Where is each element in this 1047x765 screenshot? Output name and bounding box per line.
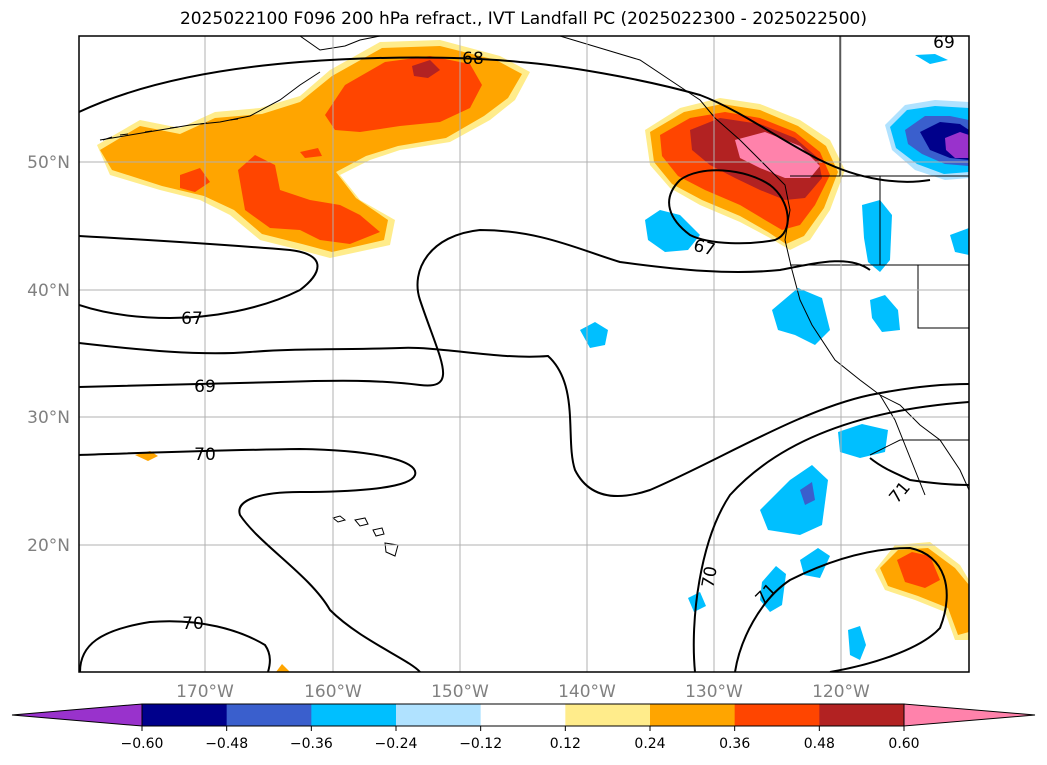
- lon-label: 130°W: [685, 682, 743, 702]
- pos-region-mexico-red: [897, 552, 940, 588]
- hawaii-islands: [331, 515, 399, 557]
- pos-region-pacific-firebrick: [412, 60, 440, 78]
- colorbar-ticks: −0.60 −0.48 −0.36 −0.24 −0.12 0.12 0.24 0.36 0.4…: [121, 726, 920, 752]
- colorbar-tick-label: 0.60: [888, 736, 919, 752]
- contours: [79, 56, 969, 672]
- colorbar-frame: [141, 703, 905, 727]
- lon-label: 170°W: [176, 682, 234, 702]
- colorbar-segment: [734, 704, 820, 726]
- colorbar-segment: [396, 704, 482, 726]
- neg-region-7: [760, 465, 828, 535]
- contour-label: 69: [933, 33, 955, 53]
- contour-label: 68: [462, 49, 484, 69]
- neg-region-4: [870, 295, 900, 332]
- lat-label: 40°N: [27, 281, 70, 301]
- contour-69: [79, 342, 969, 497]
- neg-region-1: [645, 210, 700, 252]
- contour-70: [79, 228, 871, 388]
- neg-region-13: [950, 228, 969, 255]
- contour-67-east: [668, 169, 789, 245]
- colorbar-tick-label: 0.36: [719, 736, 750, 752]
- colorbar-tick-label: −0.36: [290, 736, 333, 752]
- lon-labels: 170°W 160°W 150°W 140°W 130°W 120°W: [176, 682, 870, 702]
- contour-label: 69: [194, 377, 216, 397]
- contour-71: [734, 546, 948, 672]
- contour-label: 70: [698, 565, 721, 590]
- lat-label: 50°N: [27, 153, 70, 173]
- pos-region-pacific-red-4: [300, 148, 322, 158]
- lon-label: 120°W: [812, 682, 870, 702]
- aleutian-islands: [102, 118, 239, 141]
- lat-label: 20°N: [27, 536, 70, 556]
- colorbar-segment: [311, 704, 397, 726]
- lon-label: 160°W: [304, 682, 362, 702]
- neg-region-12: [915, 54, 948, 64]
- colorbar-segment: [819, 704, 905, 726]
- neg-region-ne-purple: [945, 132, 969, 158]
- colorbar-segment: [650, 704, 736, 726]
- colorbar-segment: [480, 704, 566, 726]
- coast-alaska-penin: [99, 71, 321, 141]
- contour-label: 71: [886, 478, 915, 507]
- colorbar-tick-label: −0.12: [459, 736, 502, 752]
- lon-label: 140°W: [558, 682, 616, 702]
- neg-region-5: [580, 322, 608, 348]
- contour-71-upper: [869, 457, 969, 486]
- pos-region-pacific-red-3: [180, 168, 210, 192]
- colorbar-tick-label: −0.48: [205, 736, 248, 752]
- neg-region-6: [838, 424, 888, 458]
- pos-region-pnw-pink: [735, 132, 820, 178]
- contour-label: 67: [691, 236, 717, 261]
- colorbar-extend-high: [903, 703, 1036, 727]
- pos-region-pacific-red-2: [238, 155, 380, 244]
- lat-label: 30°N: [27, 408, 70, 428]
- neg-region-9: [800, 548, 830, 578]
- colorbar-tick-label: −0.24: [375, 736, 418, 752]
- colorbar-segment: [142, 704, 228, 726]
- contour-70-east: [692, 401, 969, 672]
- colorbar-segment: [226, 704, 312, 726]
- coast-baja: [879, 394, 926, 496]
- boundary-us-mexico: [869, 439, 969, 456]
- neg-region-10: [848, 626, 866, 660]
- colorbar-tick-label: 0.48: [804, 736, 835, 752]
- contour-label: 67: [181, 309, 203, 329]
- neg-region-royal-small: [800, 482, 815, 505]
- colorbar-extend-low: [11, 703, 143, 727]
- contour-label: 70: [194, 445, 216, 465]
- boundary-states: [790, 36, 969, 329]
- neg-region-2: [862, 200, 892, 272]
- contour-67-west: [79, 235, 319, 320]
- colorbar-segments: [11, 703, 1036, 727]
- contour-70-loop: [79, 447, 421, 672]
- neg-region-3: [772, 288, 830, 345]
- colorbar-segment: [565, 704, 651, 726]
- colorbar-tick-label: 0.24: [634, 736, 665, 752]
- lat-labels: 50°N 40°N 30°N 20°N: [27, 153, 70, 556]
- colorbar-tick-label: −0.60: [121, 736, 164, 752]
- pos-region-pacific-red-1: [325, 56, 482, 132]
- map-frame: [78, 35, 970, 673]
- contour-70-lower: [79, 620, 271, 672]
- colorbar: −0.60 −0.48 −0.36 −0.24 −0.12 0.12 0.24 0.36 0.4…: [11, 703, 1036, 752]
- map-title: 2025022100 F096 200 hPa refract., IVT La…: [179, 9, 867, 29]
- pos-spot-2: [276, 664, 290, 672]
- contour-label: 70: [182, 614, 204, 634]
- lon-label: 150°W: [431, 682, 489, 702]
- contour-68: [79, 56, 931, 183]
- colorbar-tick-label: 0.12: [550, 736, 581, 752]
